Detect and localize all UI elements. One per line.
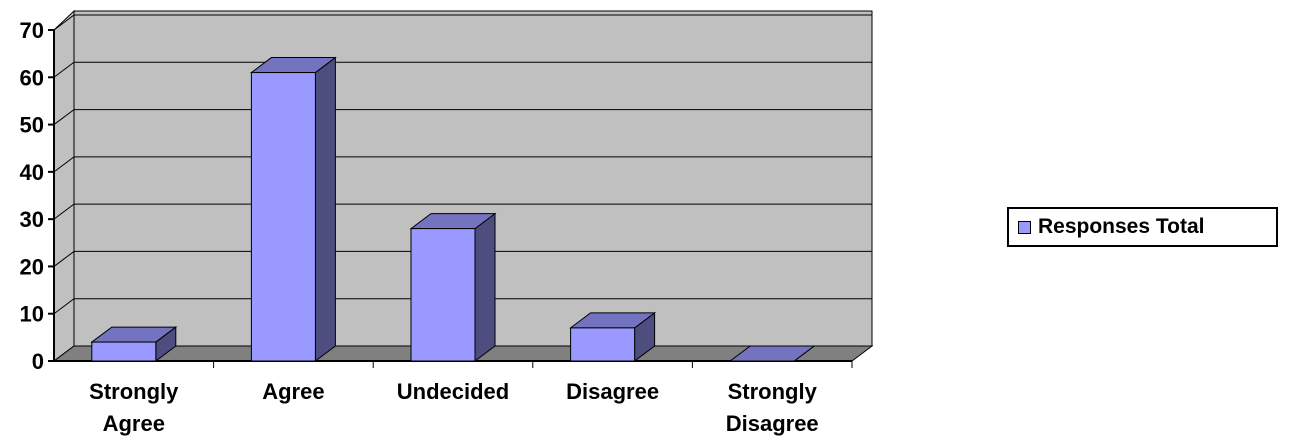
y-tick-label: 10 bbox=[20, 302, 44, 327]
y-axis-ticks: 0 10 20 30 40 50 60 70 bbox=[20, 18, 54, 374]
x-tick-label: Strongly Disagree bbox=[726, 379, 819, 436]
x-tick-label-line: Disagree bbox=[566, 379, 659, 404]
gridline bbox=[53, 250, 872, 267]
gridline bbox=[53, 156, 872, 173]
x-tick-label-line: Undecided bbox=[397, 379, 509, 404]
bar-front bbox=[570, 327, 636, 362]
chart-side-wall bbox=[53, 9, 75, 362]
bar-side bbox=[314, 56, 336, 362]
bar-front bbox=[410, 228, 476, 362]
legend: Responses Total bbox=[1007, 207, 1278, 247]
y-tick-label: 50 bbox=[20, 113, 44, 138]
bar bbox=[569, 311, 657, 362]
gridline bbox=[53, 109, 872, 125]
legend-label: Responses Total bbox=[1038, 215, 1205, 238]
bar bbox=[249, 56, 337, 362]
y-tick-label: 0 bbox=[32, 349, 44, 374]
x-tick-label: Undecided bbox=[397, 379, 509, 404]
gridlines bbox=[53, 14, 872, 315]
bar bbox=[90, 326, 178, 362]
x-tick-label-line: Agree bbox=[262, 379, 324, 404]
x-axis-ticks bbox=[213, 361, 853, 368]
x-tick-label: Agree bbox=[262, 379, 324, 404]
x-tick-label-line: Disagree bbox=[726, 411, 819, 436]
bar-front bbox=[250, 72, 316, 362]
y-tick-label: 60 bbox=[20, 65, 44, 90]
legend-swatch bbox=[1018, 220, 1031, 234]
x-tick-label: Strongly Agree bbox=[89, 379, 179, 436]
bar-front bbox=[91, 341, 157, 362]
y-tick-label: 30 bbox=[20, 207, 44, 232]
x-tick-label-line: Strongly bbox=[728, 379, 818, 404]
gridline bbox=[53, 298, 872, 315]
y-tick-label: 40 bbox=[20, 160, 44, 185]
bar-top bbox=[728, 345, 816, 362]
gridline bbox=[53, 61, 872, 78]
bar bbox=[409, 212, 497, 362]
gridline bbox=[53, 203, 872, 220]
bar-side bbox=[474, 212, 496, 362]
bar-series bbox=[90, 56, 816, 362]
gridline bbox=[53, 14, 872, 31]
bar bbox=[728, 345, 816, 362]
y-tick-label: 20 bbox=[20, 254, 44, 279]
x-tick-label-line: Agree bbox=[103, 411, 165, 436]
x-tick-label: Disagree bbox=[566, 379, 659, 404]
y-tick-label: 70 bbox=[20, 18, 44, 43]
x-tick-label-line: Strongly bbox=[89, 379, 179, 404]
